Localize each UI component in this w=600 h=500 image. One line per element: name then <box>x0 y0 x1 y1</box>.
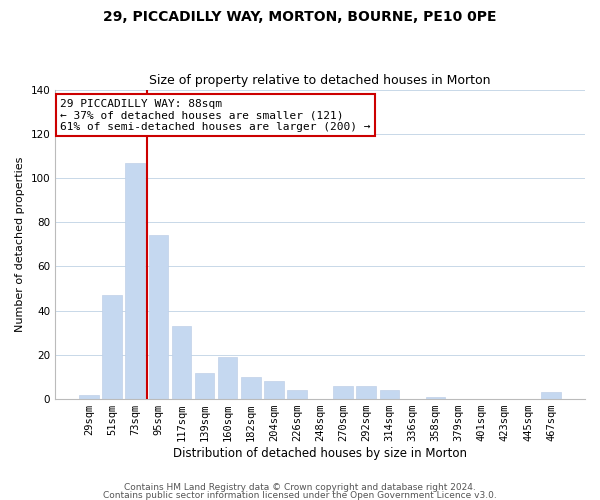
Text: Contains public sector information licensed under the Open Government Licence v3: Contains public sector information licen… <box>103 490 497 500</box>
Bar <box>125 162 145 399</box>
Bar <box>287 390 307 399</box>
Bar <box>79 394 99 399</box>
Text: 29 PICCADILLY WAY: 88sqm
← 37% of detached houses are smaller (121)
61% of semi-: 29 PICCADILLY WAY: 88sqm ← 37% of detach… <box>61 99 371 132</box>
X-axis label: Distribution of detached houses by size in Morton: Distribution of detached houses by size … <box>173 447 467 460</box>
Text: Contains HM Land Registry data © Crown copyright and database right 2024.: Contains HM Land Registry data © Crown c… <box>124 484 476 492</box>
Bar <box>241 377 260 399</box>
Bar <box>541 392 561 399</box>
Bar <box>264 382 284 399</box>
Bar <box>218 357 238 399</box>
Bar <box>426 397 445 399</box>
Text: 29, PICCADILLY WAY, MORTON, BOURNE, PE10 0PE: 29, PICCADILLY WAY, MORTON, BOURNE, PE10… <box>103 10 497 24</box>
Bar <box>172 326 191 399</box>
Bar <box>356 386 376 399</box>
Bar <box>103 295 122 399</box>
Bar <box>334 386 353 399</box>
Bar <box>149 236 168 399</box>
Title: Size of property relative to detached houses in Morton: Size of property relative to detached ho… <box>149 74 491 87</box>
Bar <box>380 390 399 399</box>
Bar <box>195 372 214 399</box>
Y-axis label: Number of detached properties: Number of detached properties <box>15 156 25 332</box>
